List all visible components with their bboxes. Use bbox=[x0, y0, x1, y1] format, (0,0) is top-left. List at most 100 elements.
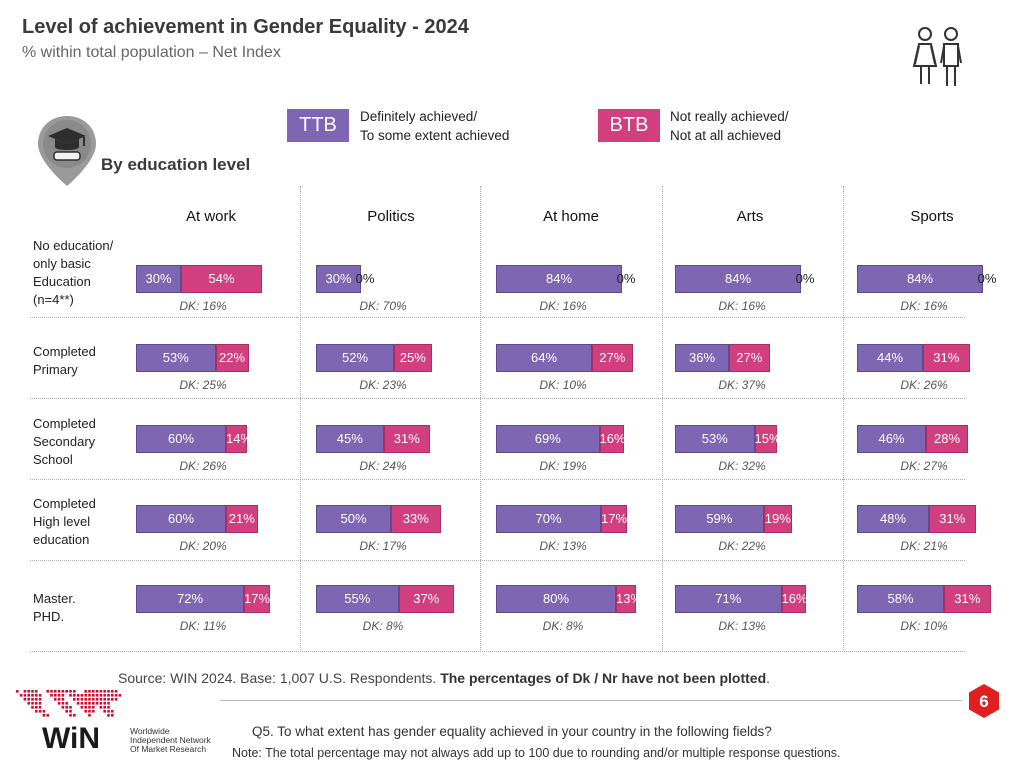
bar-4-5: 48% 31% bbox=[857, 505, 1007, 533]
bar-label-ttb: 46% bbox=[878, 431, 905, 446]
bar-label-btb: 17% bbox=[601, 511, 628, 526]
bar-label-ttb: 55% bbox=[344, 591, 371, 606]
logo-dot bbox=[92, 694, 95, 697]
source-text: Source: WIN 2024. Base: 1,007 U.S. Respo… bbox=[118, 670, 770, 686]
bar-3-5: 46% 28% bbox=[857, 425, 1007, 453]
page-badge: 6 bbox=[969, 684, 999, 718]
logo-dot bbox=[88, 698, 91, 701]
bar-label-ttb: 53% bbox=[701, 431, 728, 446]
bar-2-4: 36% 27% bbox=[675, 344, 825, 372]
bar-segment-ttb bbox=[496, 505, 601, 533]
footer-divider bbox=[220, 700, 962, 701]
bar-label-ttb: 52% bbox=[341, 350, 369, 365]
bar-segment-ttb bbox=[316, 505, 391, 533]
logo-dot bbox=[88, 702, 91, 705]
logo-dot bbox=[38, 698, 42, 701]
bar-2-3: 64% 27% bbox=[496, 344, 646, 372]
bar-segment-ttb bbox=[857, 344, 923, 372]
dk-label-5-4: DK: 13% bbox=[718, 619, 766, 633]
bar-3-1: 60% 14% bbox=[136, 425, 286, 453]
logo-dot bbox=[84, 710, 87, 713]
bar-1-2: 30% 0% bbox=[316, 265, 466, 293]
bar-1-5: 84% 0% bbox=[857, 265, 1007, 293]
field-header-at-work: At work bbox=[185, 208, 236, 225]
logo-dot bbox=[27, 698, 30, 701]
logo-dot bbox=[103, 710, 106, 713]
logo-dot bbox=[118, 694, 122, 697]
bar-label-btb: 17% bbox=[244, 591, 271, 606]
logo-dot bbox=[111, 690, 114, 693]
row-divider-1 bbox=[30, 317, 965, 318]
field-header-arts: Arts bbox=[736, 208, 764, 225]
field-header-politics: Politics bbox=[367, 208, 415, 225]
education-level-label-line: School bbox=[33, 452, 73, 467]
bar-segment-ttb bbox=[857, 505, 929, 533]
education-level-label-line: Secondary bbox=[33, 434, 96, 449]
bar-label-btb: 15% bbox=[754, 431, 781, 446]
bar-label-btb: 14% bbox=[226, 431, 253, 446]
bar-label-ttb: 50% bbox=[340, 511, 367, 526]
logo-dot bbox=[35, 698, 38, 701]
bar-segment-ttb bbox=[496, 585, 616, 613]
logo-dot bbox=[42, 714, 46, 717]
logo-dot bbox=[88, 714, 91, 717]
logo-dot bbox=[92, 698, 95, 701]
logo-dot bbox=[38, 702, 42, 705]
bar-segment-btb bbox=[754, 425, 777, 453]
win-logo-line3: Of Market Research bbox=[130, 744, 206, 754]
row-divider-5 bbox=[30, 651, 965, 652]
bar-label-ttb: 60% bbox=[167, 431, 195, 446]
legend-btb-box: BTB bbox=[598, 109, 660, 142]
education-level-label-1: No education/only basic Education (n=4**) bbox=[33, 237, 133, 309]
bar-label-ttb: 60% bbox=[167, 511, 195, 526]
bar-4-3: 70% 17% bbox=[496, 505, 646, 533]
logo-dot bbox=[103, 706, 106, 709]
logo-dot bbox=[84, 690, 87, 693]
bar-3-3: 69% 16% bbox=[496, 425, 646, 453]
logo-dot bbox=[54, 698, 57, 701]
education-level-label-line: Completed bbox=[33, 344, 96, 359]
bar-label-btb: 31% bbox=[939, 511, 966, 526]
bar-segment-btb bbox=[398, 585, 454, 613]
logo-dot bbox=[65, 710, 68, 713]
bar-segment-ttb bbox=[316, 425, 384, 453]
logo-dot bbox=[35, 694, 38, 697]
logo-dot bbox=[69, 690, 72, 693]
dk-label-5-1: DK: 11% bbox=[179, 619, 227, 633]
logo-dot bbox=[16, 690, 19, 693]
logo-dot bbox=[65, 690, 68, 693]
bar-label-btb: 13% bbox=[616, 591, 643, 606]
bar-2-1: 53% 22% bbox=[136, 344, 286, 372]
bar-label-btb: 16% bbox=[781, 591, 808, 606]
logo-dot bbox=[88, 706, 91, 709]
education-level-label-line: education bbox=[33, 532, 90, 547]
bar-label-btb: 27% bbox=[736, 350, 763, 365]
logo-dot bbox=[88, 710, 91, 713]
education-level-label-line: Completed bbox=[33, 416, 96, 431]
logo-dot bbox=[92, 710, 95, 713]
bar-segment-ttb bbox=[136, 265, 181, 293]
bar-1-3: 84% 0% bbox=[496, 265, 646, 293]
bar-segment-btb bbox=[394, 344, 432, 372]
bar-segment-ttb bbox=[675, 344, 729, 372]
logo-dot bbox=[73, 698, 76, 701]
bar-5-4: 71% 16% bbox=[675, 585, 825, 613]
dk-label-1-2: DK: 70% bbox=[359, 299, 407, 313]
dk-label-1-4: DK: 16% bbox=[718, 299, 766, 313]
bar-segment-btb bbox=[616, 585, 636, 613]
logo-dot bbox=[99, 702, 103, 705]
education-level-label-2: Completed Primary bbox=[33, 343, 133, 379]
dk-label-5-3: DK: 8% bbox=[542, 619, 584, 633]
bar-segment-btb bbox=[599, 425, 624, 453]
bar-label-ttb: 58% bbox=[887, 591, 914, 606]
dk-label-3-1: DK: 26% bbox=[179, 459, 227, 473]
bar-label-btb: 22% bbox=[218, 350, 246, 365]
dk-label-1-1: DK: 16% bbox=[179, 299, 227, 313]
source-note: The percentages of Dk / Nr have not been… bbox=[440, 670, 767, 686]
logo-dot bbox=[95, 698, 99, 701]
bar-segment-btb bbox=[729, 344, 770, 372]
logo-dot bbox=[95, 702, 99, 705]
logo-dot bbox=[46, 690, 49, 693]
logo-dot bbox=[111, 710, 114, 713]
logo-dot bbox=[35, 702, 38, 705]
